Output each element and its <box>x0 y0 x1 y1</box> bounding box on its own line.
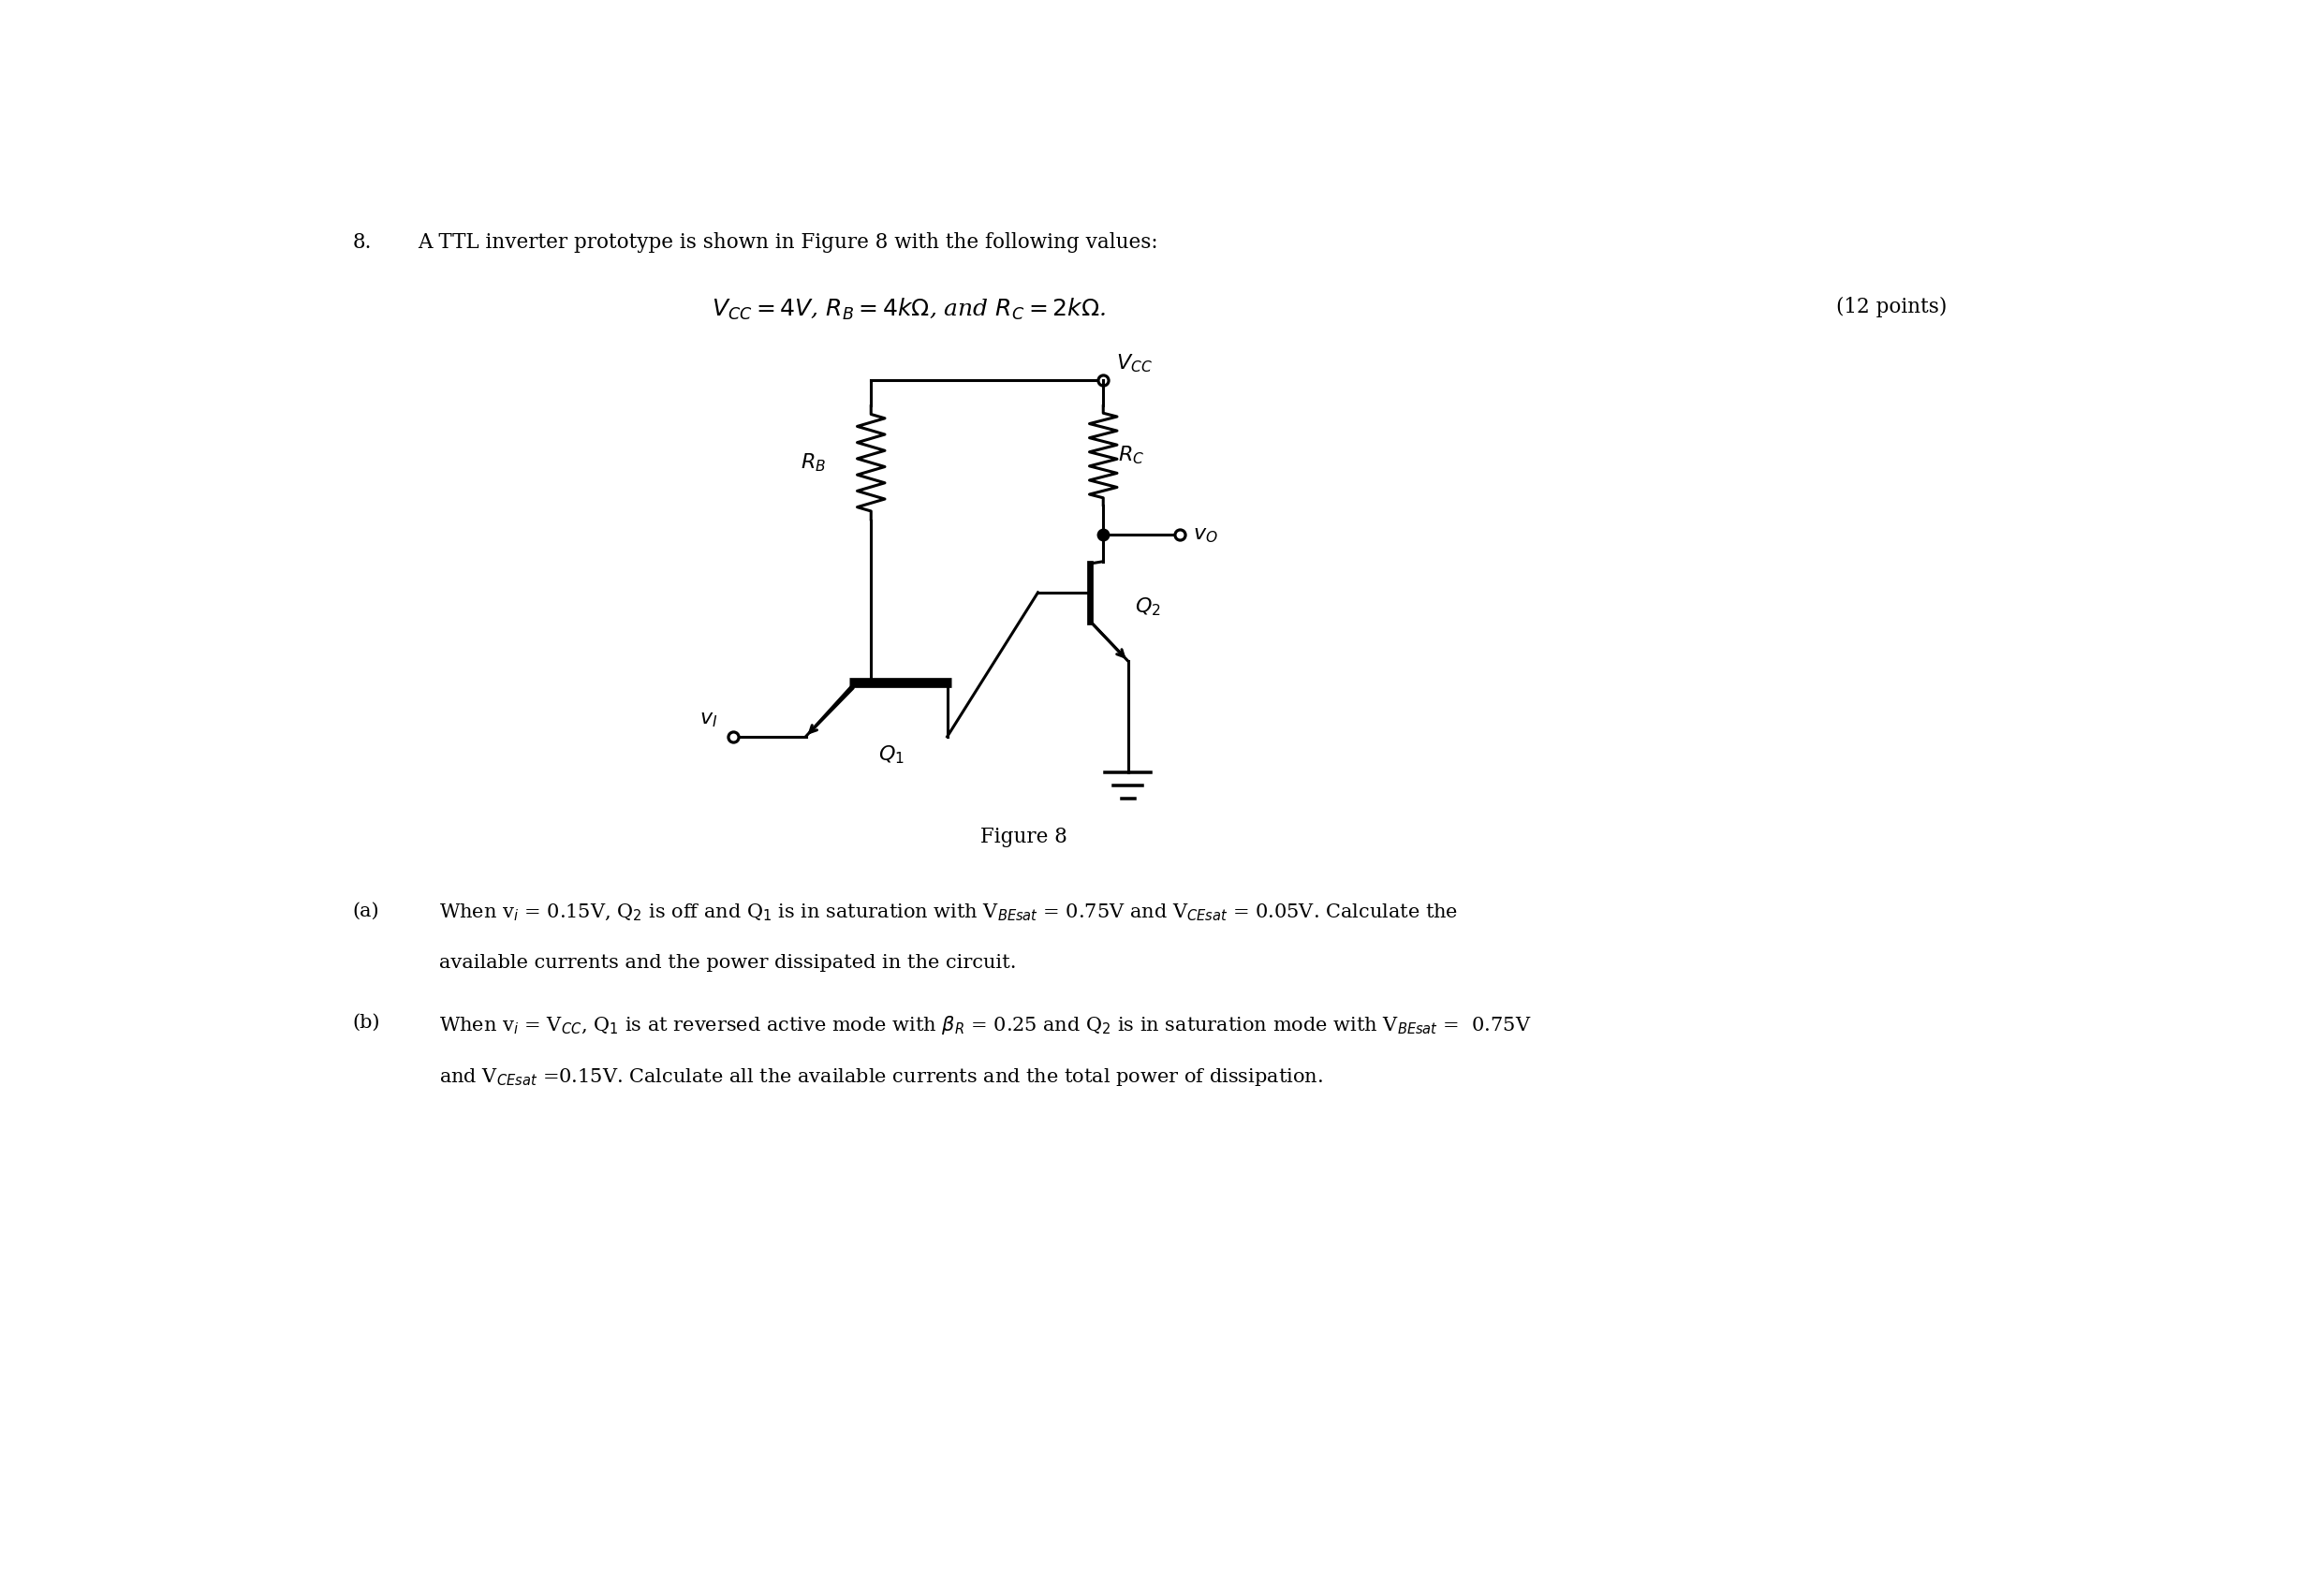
Text: (b): (b) <box>353 1014 379 1032</box>
Text: and V$_{CEsat}$ =0.15V. Calculate all the available currents and the total power: and V$_{CEsat}$ =0.15V. Calculate all th… <box>439 1067 1322 1087</box>
Text: (12 points): (12 points) <box>1836 296 1948 317</box>
Text: $Q_1$: $Q_1$ <box>878 743 904 766</box>
Text: $V_{CC}$: $V_{CC}$ <box>1116 352 1153 374</box>
Text: $v_O$: $v_O$ <box>1192 525 1218 545</box>
Text: When v$_i$ = 0.15V, Q$_2$ is off and Q$_1$ is in saturation with V$_{BEsat}$ = 0: When v$_i$ = 0.15V, Q$_2$ is off and Q$_… <box>439 902 1457 922</box>
Text: (a): (a) <box>353 902 379 921</box>
Text: available currents and the power dissipated in the circuit.: available currents and the power dissipa… <box>439 954 1016 972</box>
Text: $v_I$: $v_I$ <box>700 708 718 729</box>
Text: $R_C$: $R_C$ <box>1118 444 1143 466</box>
Text: When v$_i$ = V$_{CC}$, Q$_1$ is at reversed active mode with $\beta_R$ = 0.25 an: When v$_i$ = V$_{CC}$, Q$_1$ is at rever… <box>439 1014 1532 1037</box>
Text: A TTL inverter prototype is shown in Figure 8 with the following values:: A TTL inverter prototype is shown in Fig… <box>418 231 1157 252</box>
Text: $V_{CC} = 4V$, $R_B = 4k\Omega$, and $R_C = 2k\Omega$.: $V_{CC} = 4V$, $R_B = 4k\Omega$, and $R_… <box>711 296 1106 322</box>
Text: $R_B$: $R_B$ <box>802 452 825 474</box>
Text: 8.: 8. <box>353 231 372 252</box>
Text: Figure 8: Figure 8 <box>981 827 1067 848</box>
Text: $Q_2$: $Q_2$ <box>1134 596 1162 618</box>
